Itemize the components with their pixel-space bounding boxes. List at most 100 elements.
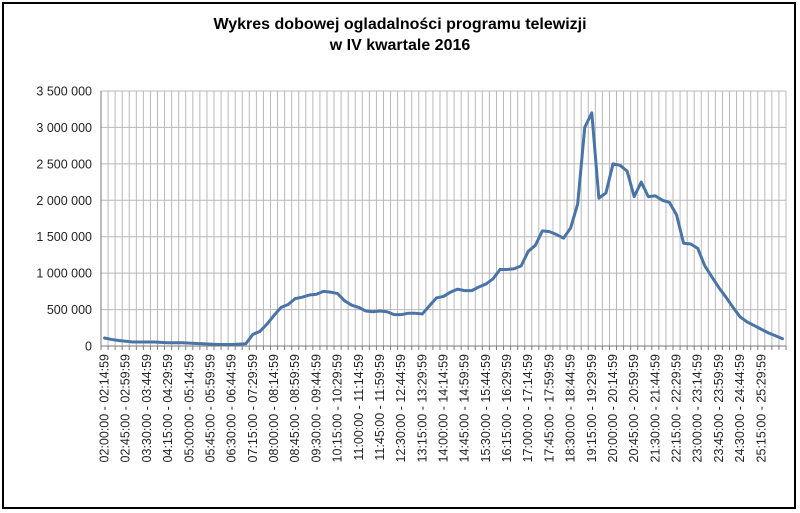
x-tick-label: 20:00:00 - 20:14:59 (606, 354, 620, 462)
x-tick-label: 06:30:00 - 06:44:59 (225, 354, 239, 462)
data-point (647, 195, 650, 198)
data-point (512, 267, 516, 270)
data-point (166, 341, 170, 344)
x-tick-label: 04:15:00 - 04:29:59 (161, 354, 175, 462)
data-point (604, 191, 608, 195)
data-point (717, 286, 721, 289)
data-point (456, 287, 459, 291)
data-point (428, 304, 431, 308)
data-point (484, 282, 488, 286)
data-point (654, 194, 657, 198)
data-point (103, 336, 106, 340)
data-point (209, 342, 212, 346)
data-point (152, 340, 156, 344)
data-point (703, 264, 706, 268)
data-point (258, 330, 262, 333)
data-point (301, 295, 304, 299)
data-point (710, 275, 714, 278)
data-point (498, 268, 502, 271)
data-point (583, 126, 586, 129)
data-point (378, 309, 382, 313)
data-point (611, 162, 615, 166)
x-tick-label: 16:15:00 - 16:29:59 (500, 354, 514, 462)
data-point (279, 306, 283, 309)
data-point (668, 201, 671, 204)
x-tick-label: 13:15:00 - 13:29:59 (415, 354, 429, 462)
data-point (364, 309, 368, 313)
data-point (350, 304, 353, 307)
data-point (470, 289, 473, 292)
x-tick-label: 20:45:00 - 20:59:59 (627, 354, 641, 462)
data-point (527, 250, 530, 253)
y-tick-label: 2 000 000 (36, 194, 92, 208)
chart-title: Wykres dobowej ogladalności programu tel… (0, 14, 800, 56)
data-point (661, 199, 664, 202)
data-point (131, 340, 134, 344)
x-tick-label: 11:00:00 - 11:14:59 (352, 354, 366, 461)
data-point (738, 315, 742, 319)
data-point (385, 310, 389, 313)
data-point (195, 342, 198, 345)
data-point (110, 338, 113, 341)
data-point (202, 342, 205, 346)
data-point (774, 334, 777, 337)
data-point (767, 331, 770, 335)
y-tick-label: 2 500 000 (36, 157, 92, 171)
x-tick-label: 09:30:00 - 09:44:59 (309, 354, 323, 462)
data-point (442, 295, 445, 298)
data-point (145, 340, 149, 344)
data-point (159, 341, 163, 344)
x-tick-label: 14:00:00 - 14:14:59 (437, 354, 451, 462)
data-point (625, 169, 629, 173)
x-tick-label: 11:45:00 - 11:59:59 (373, 354, 387, 461)
data-point (251, 333, 255, 336)
data-point (329, 290, 332, 294)
x-tick-label: 15:30:00 - 15:44:59 (479, 354, 493, 462)
data-point (760, 328, 763, 331)
x-tick-label: 08:00:00 - 08:14:59 (267, 354, 281, 462)
data-point (272, 314, 276, 317)
x-tick-label: 17:00:00 - 17:14:59 (521, 354, 535, 462)
axes (100, 91, 787, 350)
data-point (223, 343, 226, 346)
data-point (640, 180, 643, 184)
data-point (745, 320, 749, 324)
data-point (117, 339, 120, 342)
data-point (230, 343, 233, 346)
x-tick-label: 21:30:00 - 21:44:59 (648, 354, 662, 462)
gridlines (101, 90, 787, 346)
x-tick-label: 02:00:00 - 02:14:59 (98, 354, 112, 462)
y-tick-label: 0 (85, 340, 92, 354)
x-tick-label: 17:45:00 - 17:59:59 (542, 354, 556, 462)
data-point (237, 342, 240, 346)
x-tick-label: 10:15:00 - 10:29:59 (331, 354, 345, 462)
x-tick-label: 05:45:00 - 05:59:59 (203, 354, 217, 462)
data-point (173, 341, 177, 344)
data-point (689, 242, 692, 246)
y-tick-label: 3 000 000 (36, 121, 92, 135)
data-point (308, 293, 311, 297)
data-point (463, 289, 466, 292)
x-tick-label: 14:45:00 - 14:59:59 (458, 354, 472, 462)
x-tick-label: 19:15:00 - 19:29:59 (585, 354, 599, 462)
x-tick-label: 07:15:00 - 07:29:59 (246, 354, 260, 462)
x-tick-label: 05:00:00 - 05:14:59 (182, 354, 196, 462)
y-axis-tick-labels: 0 500 000 1 000 000 1 500 000 2 000 000 2 500… (36, 85, 92, 354)
data-point (188, 341, 191, 345)
y-tick-label: 3 500 000 (36, 85, 92, 99)
x-tick-label: 12:30:00 - 12:44:59 (394, 354, 408, 462)
data-point (781, 337, 784, 340)
data-point (731, 306, 735, 309)
x-tick-label: 08:45:00 - 08:59:59 (288, 354, 302, 462)
x-tick-label: 23:00:00 - 23:14:59 (691, 354, 705, 462)
data-point (569, 226, 572, 230)
data-point (682, 242, 685, 245)
data-point (491, 277, 495, 281)
data-point (421, 312, 424, 316)
data-point (724, 295, 728, 299)
data-point (181, 341, 184, 344)
data-point (315, 293, 318, 296)
chart-title-line-2: w IV kwartale 2016 (329, 37, 471, 54)
